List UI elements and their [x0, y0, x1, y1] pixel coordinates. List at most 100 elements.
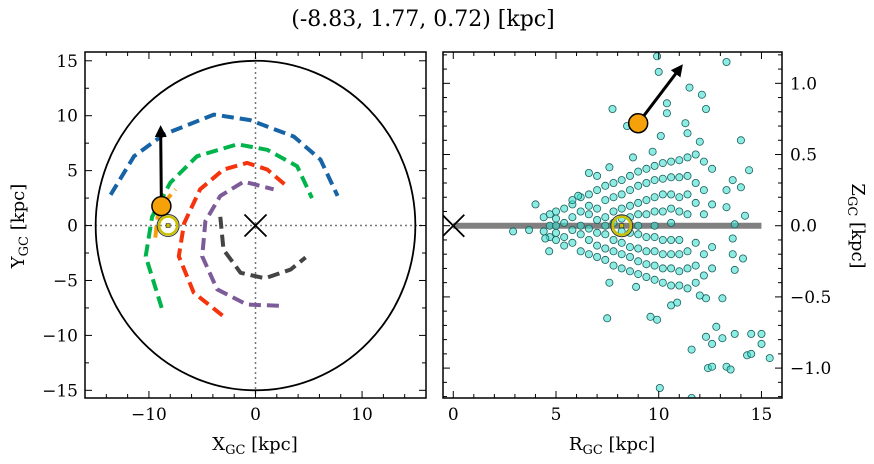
- scatter-point: [584, 168, 593, 177]
- scatter-point: [695, 137, 704, 146]
- velocity-arrow: [636, 64, 683, 125]
- scatter-point: [681, 119, 690, 128]
- scatter-point: [626, 267, 635, 276]
- velocity-arrow: [154, 125, 167, 207]
- x-tick-label: 15: [751, 405, 773, 425]
- scatter-point: [702, 105, 711, 114]
- x-tick-label: 0: [448, 405, 459, 425]
- scatter-point: [656, 131, 665, 140]
- scatter-point: [667, 218, 676, 227]
- scatter-point: [545, 247, 554, 256]
- scatter-point: [699, 157, 708, 166]
- scatter-point: [609, 178, 618, 187]
- scatter-point: [642, 196, 651, 205]
- scatter-point: [626, 186, 635, 195]
- scatter-point: [658, 190, 667, 199]
- scatter-point: [691, 238, 700, 247]
- x-tick-label: 10: [351, 405, 373, 425]
- scatter-point: [675, 235, 684, 244]
- scatter-point: [634, 257, 643, 266]
- scatter-point: [699, 271, 708, 280]
- scatter-point: [629, 153, 638, 162]
- scatter-point: [683, 247, 692, 256]
- scatter-point: [683, 171, 692, 180]
- scatter-point: [601, 255, 610, 264]
- sun-marker-center: [165, 223, 171, 228]
- scatter-point: [593, 215, 602, 224]
- sun-marker-center: [619, 223, 625, 229]
- scatter-point: [642, 272, 651, 281]
- sun-marker-ring: [611, 215, 632, 236]
- scatter-point: [634, 210, 643, 219]
- scatter-point: [708, 264, 717, 273]
- scatter-point: [691, 178, 700, 187]
- scatter-point: [584, 210, 593, 219]
- scatter-point: [683, 129, 692, 138]
- scatter-point: [650, 207, 659, 216]
- orbit-track-4: [218, 216, 307, 281]
- scatter-point: [650, 221, 659, 230]
- scatter-point: [541, 234, 550, 243]
- scatter-point: [675, 281, 684, 290]
- scatter-point: [609, 193, 618, 202]
- scatter-point: [552, 214, 561, 223]
- scatter-point: [552, 221, 561, 230]
- x-axis-label: RGC [kpc]: [569, 434, 655, 458]
- scatter-point: [730, 220, 739, 229]
- scatter-point: [642, 164, 651, 173]
- scatter-point: [667, 250, 676, 259]
- y-tick-label: 5: [67, 162, 78, 182]
- scatter-point: [747, 349, 756, 358]
- scatter-point: [667, 157, 676, 166]
- scatter-point: [683, 210, 692, 219]
- sun-marker-ring: [157, 215, 179, 236]
- scatter-point: [675, 173, 684, 182]
- scatter-point: [593, 241, 602, 250]
- scatter-point: [626, 252, 635, 261]
- scatter-point: [673, 298, 682, 307]
- scatter-point: [601, 213, 610, 222]
- axes-frame: [442, 51, 783, 399]
- scatter-point: [650, 261, 659, 270]
- scatter-point: [708, 243, 717, 252]
- scatter-point: [708, 200, 717, 209]
- scatter-point: [699, 210, 708, 219]
- y-tick-label: 1.0: [790, 74, 817, 94]
- scatter-point: [667, 281, 676, 290]
- scatter-point: [691, 198, 700, 207]
- scatter-point: [593, 228, 602, 237]
- galaxy-boundary-circle: [94, 59, 417, 392]
- scatter-point: [658, 159, 667, 168]
- scatter-point: [662, 99, 671, 108]
- scatter-point: [617, 238, 626, 247]
- scatter-point: [650, 176, 659, 185]
- scatter-point: [747, 329, 756, 338]
- scatter-point: [745, 166, 754, 175]
- scatter-point: [568, 196, 577, 205]
- scatter-point: [609, 235, 618, 244]
- scatter-point: [667, 190, 676, 199]
- scatter-point: [712, 322, 721, 331]
- orbit-track-0: [108, 112, 340, 197]
- scatter-point: [662, 109, 671, 118]
- scatter-point: [584, 235, 593, 244]
- scatter-point: [699, 250, 708, 259]
- scatter-point: [642, 247, 651, 256]
- scatter-point: [568, 213, 577, 222]
- scatter-point: [667, 173, 676, 182]
- scatter-point: [617, 204, 626, 213]
- scatter-point: [718, 334, 727, 343]
- x-tick-label: 5: [551, 405, 562, 425]
- scatter-point: [593, 186, 602, 195]
- chart-title: (-8.83, 1.77, 0.72) [kpc]: [291, 7, 554, 32]
- scatter-point: [653, 52, 662, 61]
- scatter-point: [718, 294, 727, 303]
- plot-area: [443, 52, 774, 398]
- scatter-point: [667, 264, 676, 273]
- scatter-point: [593, 171, 602, 180]
- scatter-point: [722, 58, 731, 67]
- scatter-point: [608, 105, 617, 114]
- scatter-point: [584, 190, 593, 199]
- scatter-point: [603, 314, 612, 323]
